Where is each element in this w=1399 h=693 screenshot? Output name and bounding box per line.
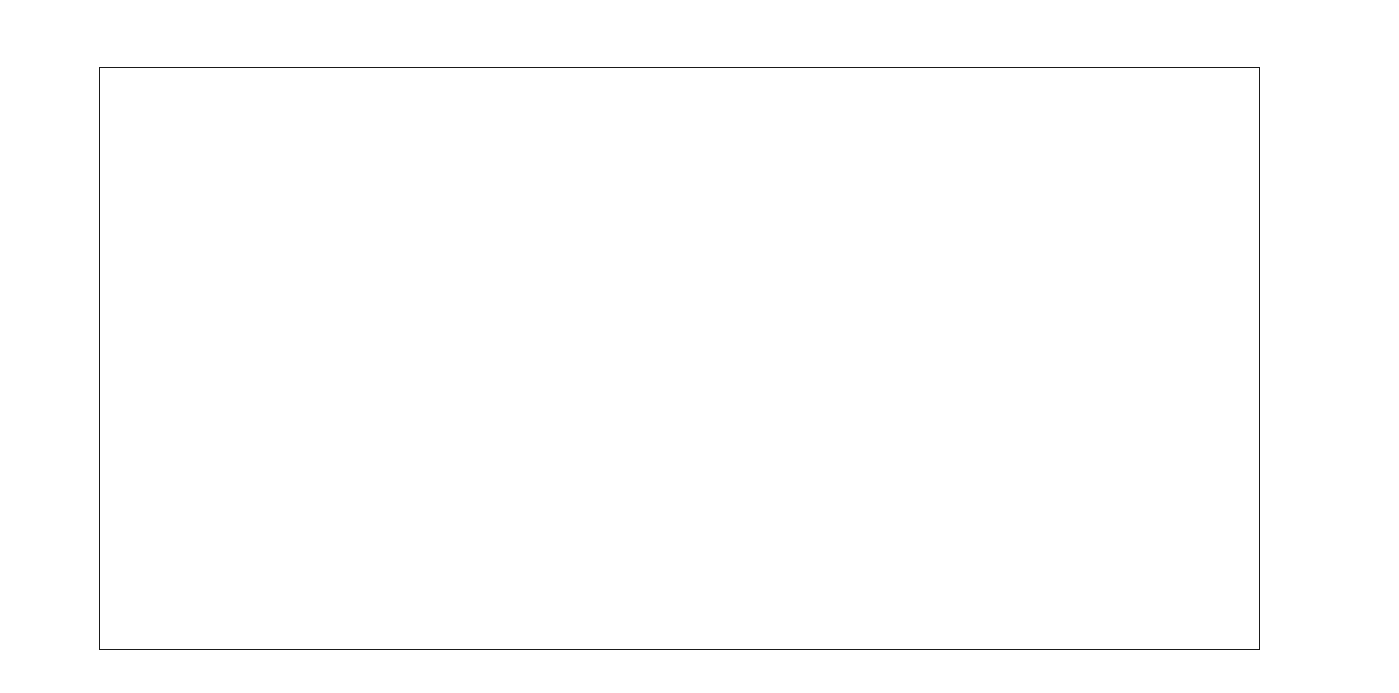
colorbar (1280, 123, 1324, 603)
map-frame (98, 66, 1260, 650)
map-canvas (100, 68, 1258, 648)
